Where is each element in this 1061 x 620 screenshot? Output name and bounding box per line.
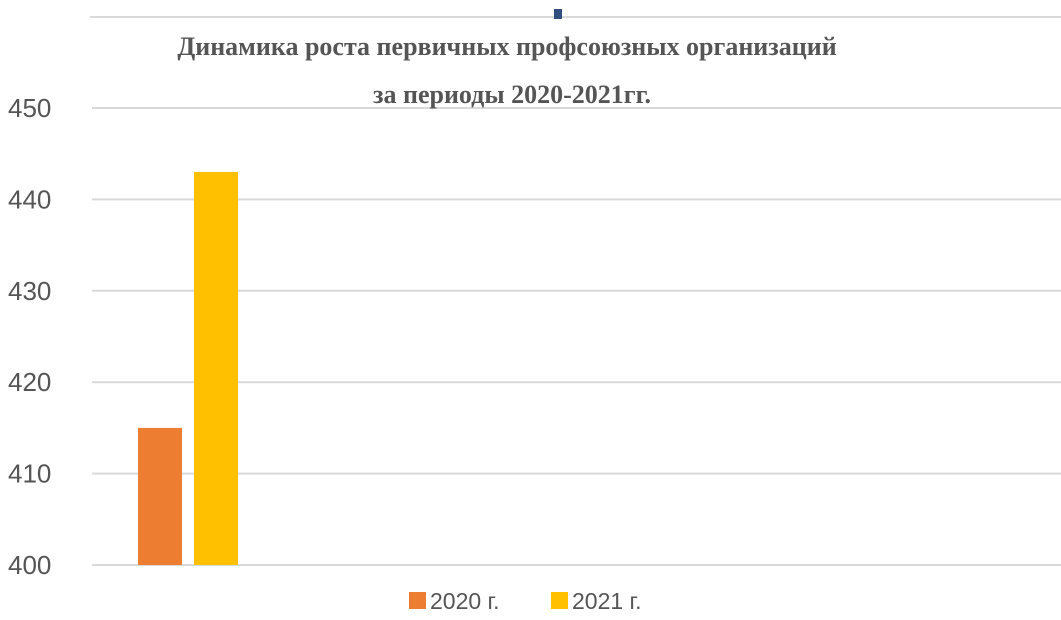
legend-label: 2021 г.: [572, 588, 642, 614]
legend-label: 2020 г.: [430, 588, 500, 614]
y-tick-label: 450: [8, 93, 51, 123]
bar-2020: [138, 427, 182, 565]
chart-title-line-2: за периоды 2020-2021гг.: [373, 80, 651, 109]
y-axis-ticks: 400 410 420 430 440 450: [8, 93, 51, 580]
gridlines: [92, 107, 1061, 566]
legend-swatch: [409, 592, 426, 609]
bars: [138, 171, 238, 566]
bar-2021: [194, 171, 238, 566]
legend-swatch: [551, 592, 568, 609]
y-tick-label: 400: [8, 550, 51, 580]
y-tick-label: 420: [8, 367, 51, 397]
legend: 2020 г. 2021 г.: [409, 588, 642, 614]
y-tick-label: 430: [8, 276, 51, 306]
chart-title-line-1: Динамика роста первичных профсоюзных орг…: [177, 32, 836, 61]
chart-handle-marker: [554, 9, 562, 19]
y-tick-label: 440: [8, 184, 51, 214]
y-tick-label: 410: [8, 459, 51, 489]
